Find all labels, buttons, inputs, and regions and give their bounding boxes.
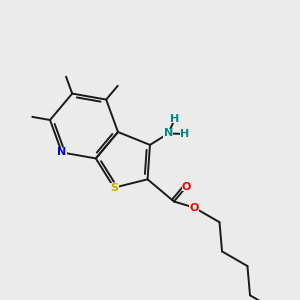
Text: S: S [110,183,118,193]
FancyBboxPatch shape [170,114,180,124]
Text: H: H [180,129,189,139]
FancyBboxPatch shape [57,148,67,157]
Text: N: N [57,147,66,158]
FancyBboxPatch shape [182,182,191,191]
Text: O: O [182,182,191,192]
Text: H: H [170,114,180,124]
Text: N: N [164,128,173,139]
FancyBboxPatch shape [189,203,199,212]
Text: O: O [189,202,199,212]
FancyBboxPatch shape [109,183,119,193]
FancyBboxPatch shape [164,129,173,138]
FancyBboxPatch shape [180,129,189,139]
